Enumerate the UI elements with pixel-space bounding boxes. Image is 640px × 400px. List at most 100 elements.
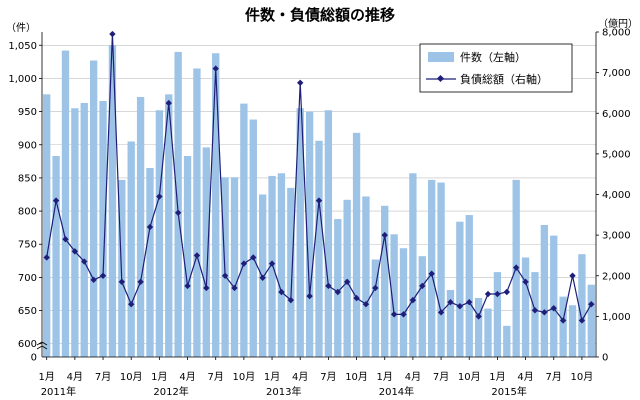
legend-bar-swatch <box>428 52 454 62</box>
line-point <box>287 296 295 304</box>
line-point <box>278 288 285 296</box>
line-point <box>390 311 398 318</box>
bar <box>324 110 333 357</box>
line-point <box>400 311 407 318</box>
x-axis-ticks: 1月 4月 7月 10月 1月 4月 7月 10月 1月 4月 7月 10月 1月 4月 7月 10月 1月 4月… <box>39 357 594 398</box>
line-point <box>522 278 529 286</box>
bar <box>89 60 98 357</box>
line-point <box>475 313 482 320</box>
bar <box>343 199 351 357</box>
line-point <box>381 231 388 239</box>
x-tick-label: 7月 <box>433 371 449 383</box>
line-point <box>156 193 163 200</box>
bar <box>381 205 389 357</box>
right-tick-label: 4,000 <box>602 190 631 201</box>
bar <box>503 325 511 357</box>
line-point <box>419 282 426 290</box>
bar <box>371 259 380 357</box>
line-point <box>268 260 276 267</box>
line-point <box>221 272 229 279</box>
line-point <box>334 288 341 296</box>
legend-bar-label: 件数（左軸） <box>460 50 526 64</box>
axis-break-mark <box>36 341 48 346</box>
left-tick-label: 950 <box>18 107 37 118</box>
bar <box>390 234 398 357</box>
line-point <box>550 305 557 312</box>
bar <box>80 102 88 357</box>
bar <box>61 50 70 357</box>
x-tick-label: 1月 <box>489 371 505 383</box>
bar <box>99 100 107 358</box>
line-point <box>81 258 88 265</box>
right-tick-label: 6,000 <box>602 109 631 120</box>
x-tick-label: 7月 <box>320 371 336 383</box>
bar <box>578 254 586 357</box>
bar <box>305 111 314 358</box>
bar <box>52 156 60 357</box>
left-tick-label: 650 <box>18 306 37 317</box>
bar <box>428 179 436 357</box>
bar <box>493 272 502 357</box>
line-point <box>137 278 144 286</box>
line-point <box>165 99 172 107</box>
chart-title: 件数・負債総額の推移 <box>245 6 395 24</box>
bar <box>296 108 304 357</box>
line-point <box>343 278 351 286</box>
x-tick-label: 4月 <box>517 371 533 383</box>
bar <box>315 140 323 357</box>
line-point <box>259 274 266 281</box>
x-tick-label: 4月 <box>67 371 83 383</box>
bar <box>249 119 257 357</box>
line-point <box>90 276 97 284</box>
x-tick-label: 10月 <box>345 371 368 383</box>
line-point <box>315 197 323 204</box>
left-tick-label: 850 <box>18 173 37 184</box>
line-point <box>494 290 501 298</box>
right-tick-label: 7,000 <box>602 68 631 79</box>
x-tick-label: 10月 <box>571 371 594 383</box>
bar <box>43 94 51 358</box>
line-point <box>118 278 126 286</box>
bar <box>230 177 239 357</box>
left-tick-label: 750 <box>18 240 37 251</box>
year-label: 2012年 <box>153 385 188 398</box>
line-series <box>43 30 595 324</box>
right-axis-unit: （億円） <box>598 17 638 30</box>
year-label: 2013年 <box>266 385 301 398</box>
bar-series <box>43 45 595 358</box>
bar <box>484 308 492 357</box>
line-point <box>203 284 210 292</box>
legend-line-marker <box>436 74 445 83</box>
x-tick-label: 4月 <box>405 371 421 383</box>
bar <box>474 297 483 357</box>
left-axis-unit: （件） <box>6 22 36 34</box>
bar <box>71 108 79 357</box>
bar <box>559 296 567 357</box>
bar <box>334 219 342 357</box>
x-tick-label: 1月 <box>151 371 167 383</box>
bar <box>437 182 445 357</box>
line-point <box>174 209 182 216</box>
bar <box>193 68 201 358</box>
right-tick-label: 8,000 <box>602 28 631 39</box>
x-tick-label: 10月 <box>120 371 143 383</box>
right-tick-label: 3,000 <box>602 231 631 242</box>
line-point <box>62 235 69 243</box>
left-tick-label: 700 <box>18 273 37 284</box>
line-point <box>52 197 60 204</box>
line-point <box>466 298 473 306</box>
line-point <box>531 307 539 314</box>
line-point <box>559 317 567 324</box>
line-point <box>569 272 576 279</box>
bar <box>183 156 192 357</box>
bar <box>277 173 286 357</box>
line-point <box>541 309 548 316</box>
bar <box>409 173 417 357</box>
bar <box>399 248 408 357</box>
line-point <box>325 282 332 290</box>
axis-break-mark <box>36 345 48 350</box>
right-tick-label: 0 <box>602 353 608 364</box>
line-point <box>456 303 464 310</box>
left-tick-label: 900 <box>18 140 37 151</box>
x-tick-label: 1月 <box>264 371 280 383</box>
